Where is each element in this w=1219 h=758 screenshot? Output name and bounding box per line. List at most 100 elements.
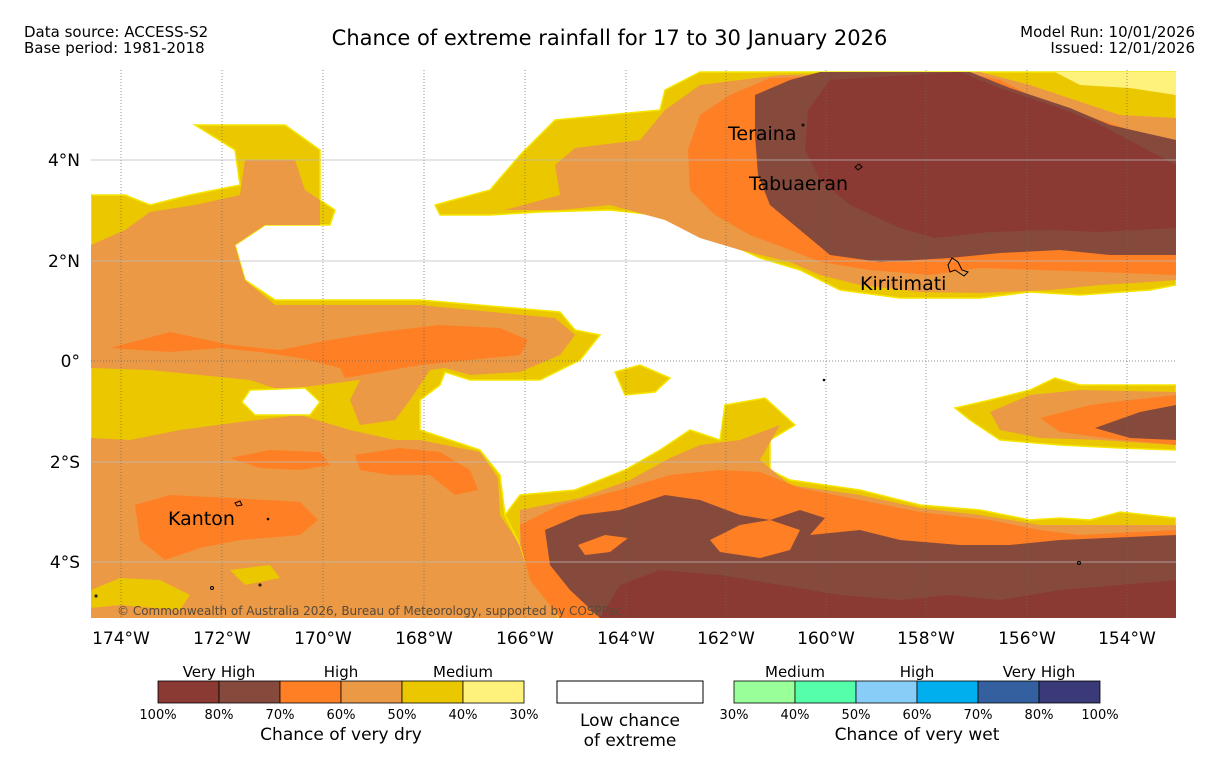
legend-wet-tick-label: 30%: [720, 708, 749, 723]
lon-label: 172°W: [193, 629, 251, 649]
island-kanton: [234, 500, 243, 507]
region-east-extreme: [1095, 405, 1176, 440]
region-west-veryhigh-band2: [230, 450, 330, 470]
lon-label: 160°W: [797, 629, 855, 649]
legend-low-line1: Low chance: [580, 711, 680, 731]
legend-wet-ticks: 30% 40% 50% 60% 70% 80% 100%: [720, 708, 1119, 723]
legend-wet-tick-label: 70%: [964, 708, 993, 723]
legend-wet-title: Chance of very wet: [835, 725, 1000, 745]
legend-dry-swatch: [157, 680, 220, 704]
legend-wet-swatches: [733, 680, 1101, 704]
region-west-medium-spot2: [230, 565, 280, 585]
base-period-text: Base period: 1981-2018: [24, 39, 205, 57]
data-source-text: Data source: ACCESS-S2: [24, 23, 209, 41]
longitude-labels: 174°W 172°W 170°W 168°W 166°W 164°W 162°…: [92, 629, 1156, 649]
region-west-veryhigh-band1: [110, 325, 528, 378]
legend-dry-ticks: 100% 80% 70% 60% 50% 40% 30%: [139, 708, 538, 723]
issued-text: Issued: 12/01/2026: [1050, 39, 1195, 57]
lon-label: 154°W: [1098, 629, 1156, 649]
legend-wet-swatch: [733, 680, 796, 704]
legend-dry-tick-label: 70%: [266, 708, 295, 723]
legend-dry: Very High High Medium 100% 80% 70% 60% 50% 40…: [139, 663, 538, 745]
island-south-east: [1077, 561, 1081, 565]
lat-label: 0°: [61, 352, 80, 372]
legend-wet-swatch: [1038, 680, 1101, 704]
lon-label: 158°W: [897, 629, 955, 649]
lon-label: 170°W: [294, 629, 352, 649]
legend-low-line2: of extreme: [584, 731, 677, 751]
legend-wet-swatch: [855, 680, 918, 704]
data-source-info: Data source: ACCESS-S2 Base period: 1981…: [24, 24, 208, 56]
place-label-teraina: Teraina: [727, 123, 797, 145]
legend-dry-title: Chance of very dry: [260, 725, 422, 745]
lon-label: 166°W: [496, 629, 554, 649]
legend-wet-swatch: [916, 680, 979, 704]
legend-dry-category: Medium: [433, 663, 493, 681]
region-south-veryhigh-inner: [710, 520, 800, 558]
legend-dry-tick-label: 60%: [327, 708, 356, 723]
lat-label: 4°S: [50, 553, 80, 573]
islands: [94, 123, 1081, 598]
region-north-lightmedium: [1055, 72, 1176, 95]
map-title: Chance of extreme rainfall for 17 to 30 …: [331, 26, 888, 50]
model-run-text: Model Run: 10/01/2026: [1020, 23, 1195, 41]
legend-dry-swatch: [279, 680, 342, 704]
latitude-labels: 4°N 2°N 0° 2°S 4°S: [48, 151, 80, 573]
probability-shading: [91, 71, 1176, 618]
island-enderbury-sw: [210, 586, 214, 590]
hole-west: [241, 387, 322, 416]
legend-wet-swatch: [794, 680, 857, 704]
legend-wet-tick-label: 60%: [903, 708, 932, 723]
place-label-kiritimati: Kiritimati: [860, 273, 946, 295]
island-teraina: [801, 123, 805, 127]
island-tabuaeran: [854, 163, 863, 171]
legend-wet-tick-label: 50%: [842, 708, 871, 723]
island-jarvis: [822, 378, 826, 382]
legend-wet-swatch: [977, 680, 1040, 704]
place-label-tabuaeran: Tabuaeran: [748, 173, 848, 195]
lon-label: 156°W: [998, 629, 1056, 649]
legend-dry-swatch: [401, 680, 464, 704]
legend-wet-category: Very High: [1003, 663, 1076, 681]
legend-wet: Medium High Very High 30% 40% 50% 60% 70% 80%…: [720, 663, 1119, 745]
region-equator-medium-spot: [613, 364, 672, 396]
legend-wet-tick-label: 40%: [781, 708, 810, 723]
legend-low-swatch: [556, 680, 704, 704]
legend-dry-tick-label: 30%: [510, 708, 539, 723]
lon-label: 162°W: [697, 629, 755, 649]
legend-dry-swatch: [462, 680, 525, 704]
legend-wet-tick-label: 80%: [1025, 708, 1054, 723]
island-kiritimati: [947, 257, 969, 277]
region-north-extreme80: [805, 72, 1176, 238]
legend-dry-category: Very High: [183, 663, 256, 681]
legend-dry-tick-label: 80%: [205, 708, 234, 723]
legend-dry-tick-label: 100%: [139, 708, 176, 723]
region-west-veryhigh-band3: [355, 448, 478, 495]
lat-label: 2°S: [50, 453, 80, 473]
island-sw3: [94, 594, 98, 598]
lat-label: 4°N: [48, 151, 80, 171]
legend-wet-category: Medium: [765, 663, 825, 681]
legend-dry-swatches: [157, 680, 525, 704]
model-run-info: Model Run: 10/01/2026 Issued: 12/01/2026: [1020, 24, 1195, 56]
lat-label: 2°N: [48, 252, 80, 272]
region-south-extreme80: [600, 570, 1176, 618]
legend-dry-tick-label: 40%: [449, 708, 478, 723]
lon-label: 174°W: [92, 629, 150, 649]
place-label-kanton: Kanton: [168, 508, 235, 530]
lon-label: 168°W: [395, 629, 453, 649]
legend-dry-swatch: [218, 680, 281, 704]
gridlines: [91, 70, 1176, 618]
region-west-medium-spot3: [91, 578, 190, 610]
legend-dry-category: High: [324, 663, 358, 681]
copyright-text: © Commonwealth of Australia 2026, Bureau…: [117, 604, 622, 618]
legend-wet-tick-label: 100%: [1081, 708, 1118, 723]
lon-label: 164°W: [597, 629, 655, 649]
island-sw2: [258, 583, 262, 587]
legend-wet-category: High: [900, 663, 934, 681]
region-kanton-veryhigh: [135, 495, 318, 560]
legend-dry-tick-label: 50%: [388, 708, 417, 723]
island-birnie: [266, 517, 270, 521]
legend-low-chance: Low chance of extreme: [556, 680, 704, 751]
